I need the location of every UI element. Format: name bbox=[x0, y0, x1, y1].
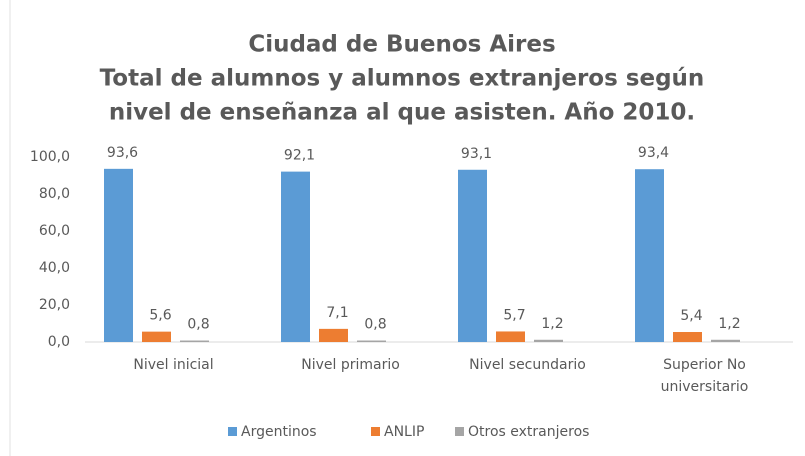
bar bbox=[673, 332, 702, 342]
bar bbox=[104, 168, 133, 342]
bar bbox=[635, 169, 664, 342]
x-tick-label: Nivel primario bbox=[301, 357, 400, 373]
data-label: 7,1 bbox=[326, 305, 348, 321]
legend-swatch bbox=[228, 427, 237, 436]
data-label: 93,1 bbox=[461, 146, 492, 162]
x-tick-label: Nivel secundario bbox=[469, 357, 586, 373]
data-label: 0,8 bbox=[187, 317, 209, 333]
data-label: 0,8 bbox=[364, 317, 386, 333]
chart-title: Total de alumnos y alumnos extranjeros s… bbox=[100, 66, 705, 92]
x-tick-label: Superior No universitario bbox=[660, 357, 749, 395]
legend-label: ANLIP bbox=[384, 424, 424, 440]
data-label: 1,2 bbox=[718, 316, 740, 332]
bar bbox=[281, 171, 310, 342]
legend-swatch bbox=[455, 427, 464, 436]
data-label: 93,6 bbox=[107, 145, 138, 161]
bar bbox=[711, 339, 740, 342]
y-tick-label: 20,0 bbox=[39, 297, 70, 313]
y-tick-label: 100,0 bbox=[30, 149, 70, 165]
bar bbox=[534, 339, 563, 342]
bar bbox=[319, 328, 348, 342]
bar bbox=[142, 331, 171, 342]
y-tick-label: 60,0 bbox=[39, 223, 70, 239]
data-label: 92,1 bbox=[284, 148, 315, 164]
y-tick-label: 0,0 bbox=[48, 334, 70, 350]
data-label: 5,6 bbox=[149, 308, 171, 324]
x-tick-label: Nivel inicial bbox=[133, 357, 214, 373]
y-tick-label: 80,0 bbox=[39, 186, 70, 202]
data-label: 5,7 bbox=[503, 307, 525, 323]
data-label: 93,4 bbox=[638, 145, 669, 161]
chart-title: Ciudad de Buenos Aires bbox=[248, 32, 555, 58]
bar bbox=[180, 340, 209, 342]
bar bbox=[458, 169, 487, 342]
y-tick-label: 40,0 bbox=[39, 260, 70, 276]
data-label: 5,4 bbox=[680, 308, 702, 324]
chart-title: nivel de enseñanza al que asisten. Año 2… bbox=[109, 100, 695, 126]
legend-label: Argentinos bbox=[241, 424, 317, 440]
legend-swatch bbox=[371, 427, 380, 436]
legend-label: Otros extranjeros bbox=[468, 424, 589, 440]
bar bbox=[357, 340, 386, 342]
bar bbox=[496, 331, 525, 342]
data-label: 1,2 bbox=[541, 316, 563, 332]
